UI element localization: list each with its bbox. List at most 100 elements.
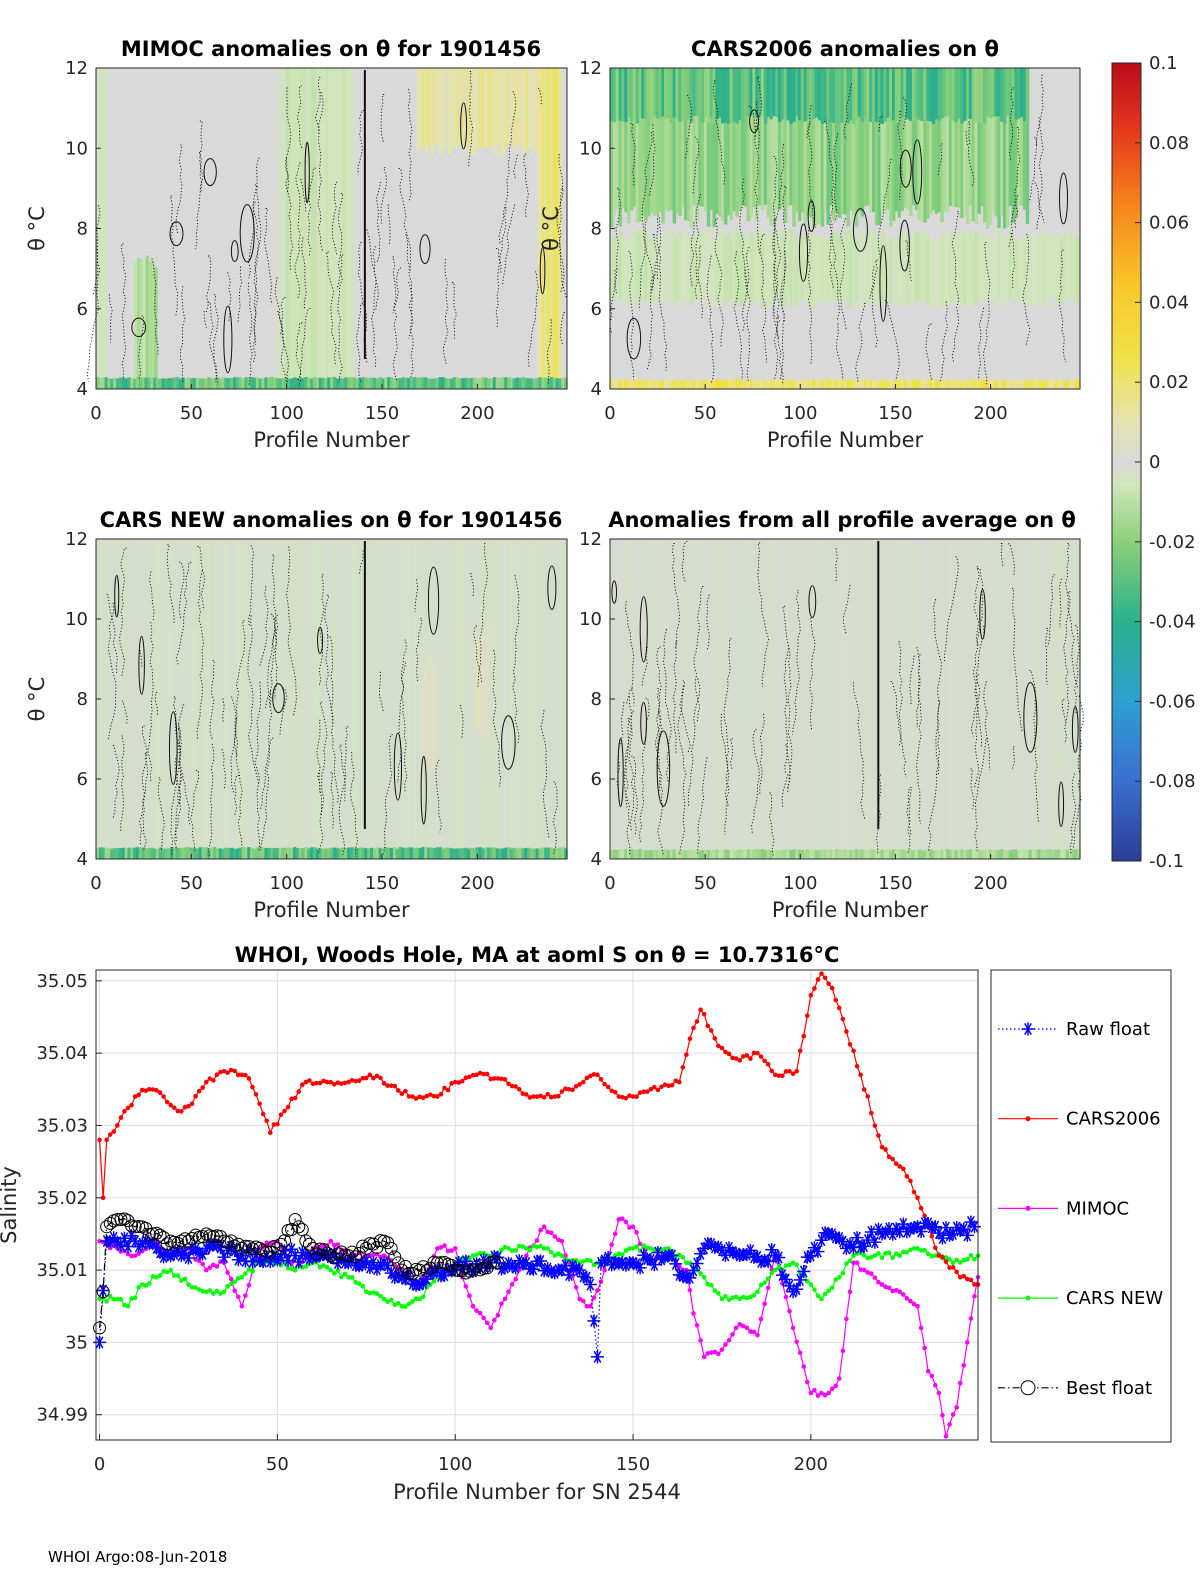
heatmap-cell bbox=[629, 849, 634, 859]
heatmap-cell bbox=[482, 68, 486, 147]
heatmap-cell bbox=[258, 847, 263, 859]
heatmap-cell bbox=[544, 68, 548, 389]
heatmap-cell bbox=[906, 850, 910, 859]
heatmap-cell bbox=[641, 380, 645, 389]
heatmap-cell bbox=[512, 847, 517, 859]
contour-dotted bbox=[1022, 233, 1031, 347]
heatmap-cell bbox=[911, 68, 916, 122]
heatmap-cell bbox=[338, 377, 343, 389]
heatmap-cell bbox=[644, 850, 648, 859]
heatmap-cell bbox=[175, 377, 180, 389]
marker-dot bbox=[235, 1294, 241, 1300]
marker-dot bbox=[972, 1282, 977, 1287]
heatmap-cell bbox=[943, 849, 947, 859]
heatmap-cell bbox=[980, 237, 984, 302]
marker-dot bbox=[392, 1083, 398, 1089]
heatmap-cell bbox=[906, 234, 910, 305]
marker-dot bbox=[460, 1078, 465, 1084]
marker-dot bbox=[829, 1285, 835, 1290]
heatmap-cell bbox=[1057, 539, 1061, 859]
heatmap-cell bbox=[244, 847, 248, 859]
marker-dot bbox=[605, 1084, 611, 1090]
marker-dot bbox=[470, 1303, 476, 1309]
heatmap-cell bbox=[937, 68, 941, 121]
heatmap-cell bbox=[906, 68, 910, 210]
heatmap-cell bbox=[866, 849, 870, 859]
heatmap-cell bbox=[134, 261, 138, 389]
heatmap-ylabel: θ °C bbox=[25, 677, 49, 722]
heatmap-cell bbox=[869, 232, 873, 299]
marker-dot bbox=[157, 1273, 163, 1278]
heatmap-cell bbox=[1014, 539, 1018, 859]
heatmap-cell bbox=[963, 236, 967, 306]
marker-dot bbox=[520, 1244, 526, 1249]
contour-dotted bbox=[234, 620, 246, 757]
heatmap-cell bbox=[706, 380, 711, 389]
heatmap-cell bbox=[903, 849, 907, 859]
contour-dotted bbox=[175, 144, 183, 234]
y-tick-label: 10 bbox=[579, 609, 602, 630]
heatmap-cell bbox=[815, 238, 819, 304]
contour-dotted bbox=[876, 774, 882, 855]
contour-dotted bbox=[855, 303, 866, 384]
heatmap-cell bbox=[439, 68, 443, 155]
heatmap-cell bbox=[823, 235, 828, 300]
contour-dotted bbox=[916, 647, 922, 824]
colorbar-tick-label: 0 bbox=[1149, 452, 1160, 473]
marker-dot bbox=[620, 1252, 625, 1257]
heatmap-cell bbox=[954, 850, 959, 859]
marker-circle bbox=[292, 1220, 306, 1234]
y-tick-label: 12 bbox=[579, 529, 602, 550]
marker-dot bbox=[342, 1080, 348, 1086]
heatmap-cell bbox=[324, 539, 328, 859]
heatmap-cell bbox=[706, 230, 711, 307]
heatmap-cell bbox=[957, 68, 961, 208]
heatmap-cell bbox=[632, 379, 637, 389]
contour-dotted bbox=[259, 586, 269, 667]
heatmap-cell bbox=[555, 539, 560, 859]
heatmap-cell bbox=[190, 539, 194, 859]
contour-dotted bbox=[983, 681, 991, 771]
heatmap-cell bbox=[763, 235, 768, 308]
heatmap-cell bbox=[270, 377, 274, 389]
heatmap-cell bbox=[740, 68, 745, 124]
marker-dot bbox=[972, 1293, 977, 1299]
heatmap-cell bbox=[230, 378, 234, 389]
heatmap-cell bbox=[627, 68, 631, 118]
marker-dot bbox=[193, 1093, 198, 1099]
heatmap-cell bbox=[535, 377, 540, 389]
marker-dot bbox=[922, 1345, 927, 1351]
heatmap-cell bbox=[455, 848, 460, 859]
heatmap-cell bbox=[502, 68, 506, 153]
contour-dotted bbox=[195, 120, 204, 250]
heatmap-cell bbox=[726, 231, 731, 303]
heatmap-cell bbox=[404, 377, 408, 389]
heatmap-cell bbox=[519, 68, 523, 145]
marker-dot bbox=[726, 1051, 732, 1057]
heatmap-cell bbox=[852, 539, 856, 859]
contour-dotted bbox=[684, 94, 693, 160]
heatmap-cell bbox=[509, 539, 514, 859]
heatmap-cell bbox=[826, 539, 830, 859]
marker-dot bbox=[890, 1288, 895, 1294]
heatmap-cell bbox=[715, 379, 719, 389]
heatmap-cell bbox=[489, 539, 494, 859]
x-tick-label: 0 bbox=[90, 873, 101, 894]
heatmap-cell bbox=[755, 380, 759, 389]
heatmap-cell bbox=[897, 539, 902, 859]
marker-dot bbox=[388, 1297, 394, 1303]
heatmap-cell bbox=[735, 378, 739, 389]
heatmap-cell bbox=[698, 850, 702, 859]
heatmap-cell bbox=[390, 377, 394, 389]
x-tick-label: 100 bbox=[783, 873, 817, 894]
heatmap-cell bbox=[421, 377, 425, 389]
heatmap-cell bbox=[147, 377, 151, 389]
heatmap-cell bbox=[686, 239, 691, 299]
marker-dot bbox=[136, 1092, 141, 1098]
heatmap-cell bbox=[703, 68, 708, 118]
heatmap-cell bbox=[681, 850, 685, 859]
marker-circle bbox=[142, 1227, 156, 1241]
y-tick-label: 8 bbox=[77, 219, 88, 240]
heatmap-cell bbox=[906, 379, 910, 389]
heatmap-cell bbox=[1062, 849, 1067, 859]
